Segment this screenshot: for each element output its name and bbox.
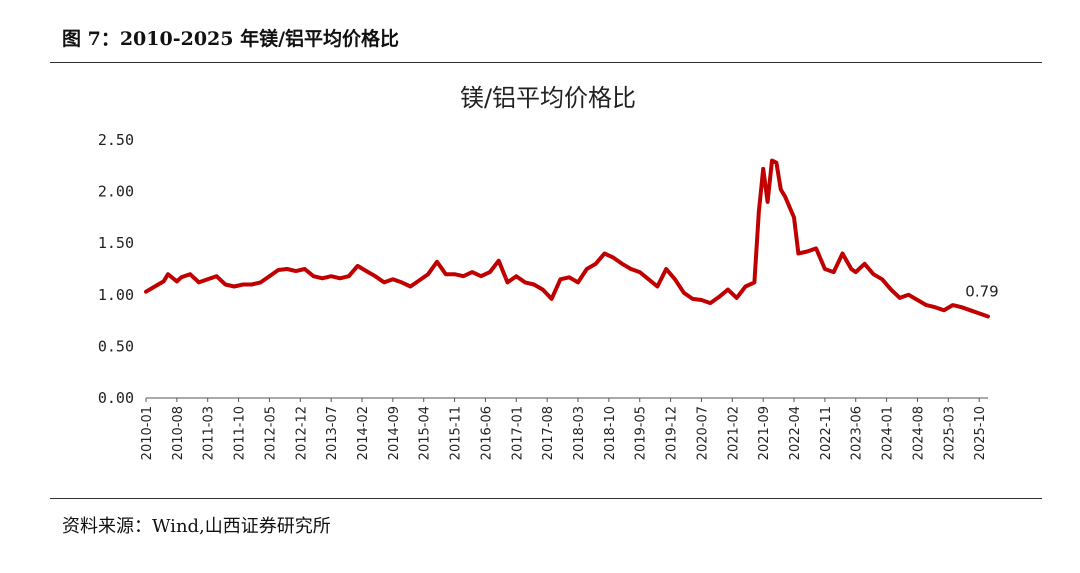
y-tick-label: 1.50 bbox=[98, 234, 134, 252]
x-tick-label: 2015-04 bbox=[418, 406, 433, 460]
y-axis: 0.00 0.50 1.00 1.50 2.00 2.50 bbox=[98, 131, 134, 407]
x-tick-label: 2012-12 bbox=[294, 406, 309, 460]
x-tick-label: 2024-01 bbox=[881, 406, 896, 460]
source-note: 资料来源：Wind,山西证券研究所 bbox=[62, 516, 331, 537]
x-tick-label: 2010-08 bbox=[171, 406, 186, 460]
x-tick-label: 2015-11 bbox=[449, 406, 464, 460]
x-tick-label: 2024-08 bbox=[911, 406, 926, 460]
chart-title: 镁/铝平均价格比 bbox=[460, 84, 636, 112]
x-tick-label: 2010-01 bbox=[140, 406, 155, 460]
x-tick-label: 2023-06 bbox=[850, 406, 865, 460]
x-tick-label: 2017-01 bbox=[510, 406, 525, 460]
top-divider bbox=[50, 62, 1042, 63]
y-tick-label: 1.00 bbox=[98, 286, 134, 304]
y-tick-label: 2.00 bbox=[98, 183, 134, 201]
x-tick-label: 2022-04 bbox=[788, 406, 803, 460]
x-tick-label: 2013-07 bbox=[325, 406, 340, 460]
x-tick-label: 2018-03 bbox=[572, 406, 587, 460]
x-tick-label: 2020-07 bbox=[695, 406, 710, 460]
x-tick-label: 2021-02 bbox=[726, 406, 741, 460]
annotation-layer: 0.79 bbox=[965, 282, 998, 300]
x-tick-label: 2011-03 bbox=[202, 406, 217, 460]
x-tick-label: 2017-08 bbox=[541, 406, 556, 460]
x-tick-label: 2025-03 bbox=[942, 406, 957, 460]
x-tick-label: 2012-05 bbox=[263, 406, 278, 460]
x-tick-label: 2022-11 bbox=[819, 406, 834, 460]
series-layer bbox=[144, 158, 990, 319]
y-tick-label: 2.50 bbox=[98, 131, 134, 149]
x-tick-label: 2021-09 bbox=[757, 406, 772, 460]
x-tick-label: 2019-12 bbox=[665, 406, 680, 460]
x-tick-label: 2016-06 bbox=[479, 406, 494, 460]
x-tick-label: 2019-05 bbox=[634, 406, 649, 460]
x-tick-label: 2014-09 bbox=[387, 406, 402, 460]
x-tick-label: 2025-10 bbox=[973, 406, 988, 460]
bottom-divider bbox=[50, 498, 1042, 499]
last-value-label: 0.79 bbox=[965, 282, 998, 300]
series-line bbox=[144, 158, 990, 319]
x-tick-label: 2014-02 bbox=[356, 406, 371, 460]
x-tick-label: 2018-10 bbox=[603, 406, 618, 460]
y-tick-label: 0.50 bbox=[98, 337, 134, 355]
y-tick-label: 0.00 bbox=[98, 389, 134, 407]
x-axis: 2010-01 2010-08 2011-03 2011-10 2012-05 2012-… bbox=[140, 398, 988, 460]
figure-caption: 图 7：2010-2025 年镁/铝平均价格比 bbox=[62, 28, 400, 50]
x-tick-label: 2011-10 bbox=[233, 406, 248, 460]
